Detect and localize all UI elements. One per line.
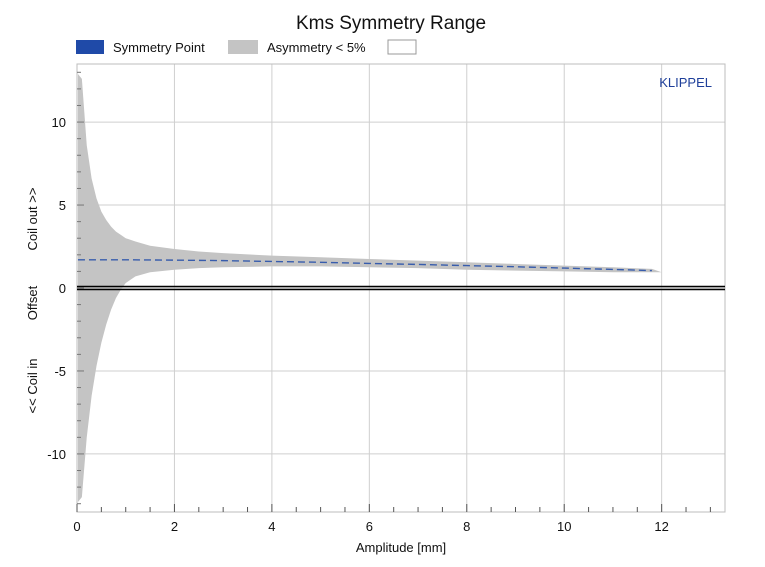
x-tick-label: 0 [73,519,80,534]
reference-line-layer [77,285,725,291]
y-tick-label: -5 [54,364,66,379]
y-axis-title-offset: Offset [25,285,40,320]
legend-label-symmetry-point: Symmetry Point [113,40,205,55]
grid [76,63,726,513]
symmetry-point-line [77,259,652,272]
x-axis-title: Amplitude [mm] [356,540,446,555]
x-tick-label: 8 [463,519,470,534]
y-axis-title: << Coil in Offset Coil out >> [25,188,40,414]
symmetry-line-layer [77,259,652,272]
y-tick-label: 5 [59,198,66,213]
y-tick-label: -10 [47,447,66,462]
y-axis-title-coil-out: Coil out >> [25,188,40,251]
y-tick-label: 10 [52,115,66,130]
legend-swatch-asymmetry [228,40,258,54]
chart-title: Kms Symmetry Range [296,13,486,34]
y-tick-label: 0 [59,281,66,296]
x-tick-label: 2 [171,519,178,534]
minor-ticks [76,71,711,512]
x-tick-label: 6 [366,519,373,534]
legend: Symmetry Point Asymmetry < 5% [76,39,417,55]
y-tick-labels: -10 -5 0 5 10 [47,115,66,462]
legend-swatch-symmetry-point [76,40,104,54]
legend-label-asymmetry: Asymmetry < 5% [267,40,366,55]
x-tick-label: 4 [268,519,275,534]
brand-label: KLIPPEL [659,75,712,90]
y-axis-title-coil-in: << Coil in [25,359,40,414]
legend-swatch-empty [387,39,417,55]
x-tick-label: 10 [557,519,571,534]
x-tick-labels: 0 2 4 6 8 10 12 [73,519,669,534]
x-tick-label: 12 [654,519,668,534]
